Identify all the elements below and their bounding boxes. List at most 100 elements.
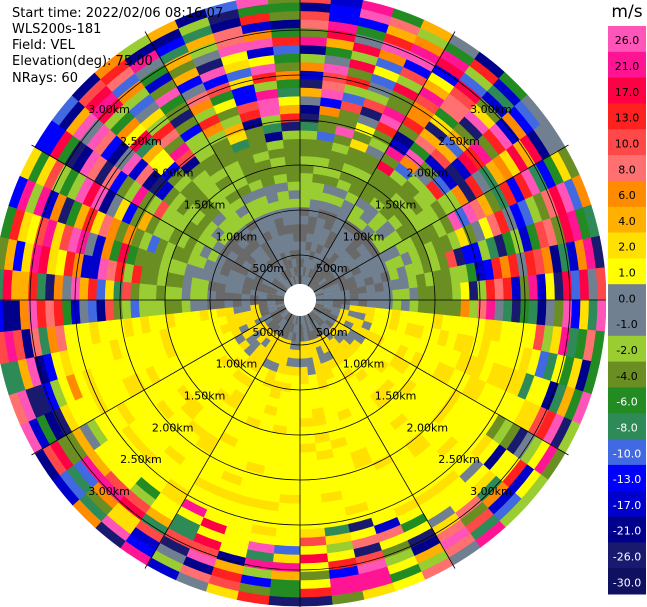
velocity-gate <box>410 43 441 65</box>
velocity-gate <box>409 351 425 369</box>
velocity-gate <box>287 277 294 287</box>
range-ring-label: 1.50km <box>184 390 226 403</box>
velocity-gate <box>534 350 550 380</box>
velocity-gate <box>112 280 123 301</box>
velocity-gate <box>190 208 206 226</box>
velocity-gate <box>87 277 98 301</box>
velocity-gate <box>276 363 287 375</box>
velocity-gate <box>210 16 243 34</box>
velocity-gate <box>2 268 13 301</box>
velocity-gate <box>111 501 141 528</box>
velocity-gate <box>446 230 462 251</box>
velocity-gate <box>16 178 37 212</box>
velocity-gate <box>499 422 522 451</box>
velocity-gate <box>223 424 242 440</box>
velocity-gate <box>265 219 277 231</box>
velocity-gate <box>86 449 111 477</box>
velocity-gate <box>299 553 329 564</box>
velocity-gate <box>281 468 301 479</box>
velocity-gate <box>93 159 115 186</box>
velocity-gate <box>74 176 95 204</box>
velocity-gate <box>108 169 129 195</box>
velocity-gate <box>578 269 590 301</box>
velocity-gate <box>272 44 301 56</box>
velocity-gate <box>180 82 208 102</box>
velocity-gate <box>245 334 257 346</box>
velocity-gate <box>333 320 344 330</box>
colorbar-labels: 26.021.017.013.010.08.06.04.02.01.00.0-1… <box>613 34 641 589</box>
velocity-gate <box>281 310 290 319</box>
velocity-gate <box>299 375 309 385</box>
velocity-gate <box>384 437 406 455</box>
velocity-gate <box>277 502 301 513</box>
velocity-gate <box>341 199 356 213</box>
velocity-gate <box>279 355 288 367</box>
velocity-gate <box>286 172 301 183</box>
velocity-gate <box>110 110 136 136</box>
velocity-gate <box>389 169 409 187</box>
velocity-gate <box>265 340 275 352</box>
velocity-gate <box>262 122 283 135</box>
velocity-gate <box>271 324 281 334</box>
velocity-gate <box>457 151 480 176</box>
velocity-gate <box>318 235 328 247</box>
velocity-gate <box>57 375 76 405</box>
velocity-gate <box>253 274 264 284</box>
velocity-gate <box>258 306 269 314</box>
colorbar-tick-label: 2.0 <box>618 241 636 254</box>
velocity-gate <box>281 281 290 290</box>
velocity-gate <box>284 250 292 261</box>
velocity-gate <box>313 363 324 375</box>
velocity-gate <box>374 346 389 360</box>
velocity-gate <box>352 41 382 58</box>
velocity-gate <box>239 108 262 123</box>
colorbar-tick-label: 8.0 <box>618 163 636 176</box>
velocity-gate <box>58 349 74 377</box>
velocity-gate <box>359 395 375 411</box>
velocity-gate <box>354 417 373 432</box>
velocity-gate <box>268 388 281 400</box>
velocity-gate <box>390 390 408 408</box>
velocity-gate <box>240 211 254 226</box>
velocity-gate <box>65 199 83 227</box>
velocity-gate <box>464 508 494 535</box>
velocity-gate <box>223 122 246 138</box>
velocity-gate <box>155 399 175 420</box>
velocity-gate <box>490 257 503 280</box>
velocity-gate <box>439 476 466 500</box>
velocity-gate <box>278 261 287 272</box>
velocity-gate <box>241 260 253 271</box>
colorbar-block <box>608 103 646 130</box>
velocity-gate <box>182 220 198 237</box>
velocity-gate <box>225 395 241 411</box>
velocity-gate <box>343 254 355 266</box>
velocity-gate <box>587 268 598 301</box>
velocity-gate <box>512 431 537 461</box>
velocity-gate <box>299 451 318 462</box>
colorbar-tick-label: -4.0 <box>616 370 637 383</box>
field-text: Field: VEL <box>12 38 75 53</box>
velocity-gate <box>396 186 414 204</box>
velocity-gate <box>550 215 567 246</box>
velocity-gate <box>148 430 170 452</box>
velocity-gate <box>71 427 95 456</box>
velocity-gate <box>446 210 464 232</box>
velocity-gate <box>232 292 242 301</box>
velocity-gate <box>364 381 380 397</box>
velocity-gate <box>294 315 299 325</box>
velocity-gate <box>524 375 543 405</box>
velocity-gate <box>152 361 169 381</box>
velocity-gate <box>299 95 322 106</box>
velocity-gate <box>498 498 529 529</box>
velocity-gate <box>315 303 325 308</box>
velocity-gate <box>431 63 461 88</box>
velocity-gate <box>346 374 360 389</box>
velocity-gate <box>470 434 493 460</box>
velocity-gate <box>425 399 445 420</box>
velocity-gate <box>207 574 241 592</box>
velocity-gate <box>287 313 294 323</box>
velocity-gate <box>374 282 385 293</box>
velocity-gate <box>524 323 537 350</box>
velocity-gate <box>331 286 342 294</box>
velocity-gate <box>439 365 456 386</box>
